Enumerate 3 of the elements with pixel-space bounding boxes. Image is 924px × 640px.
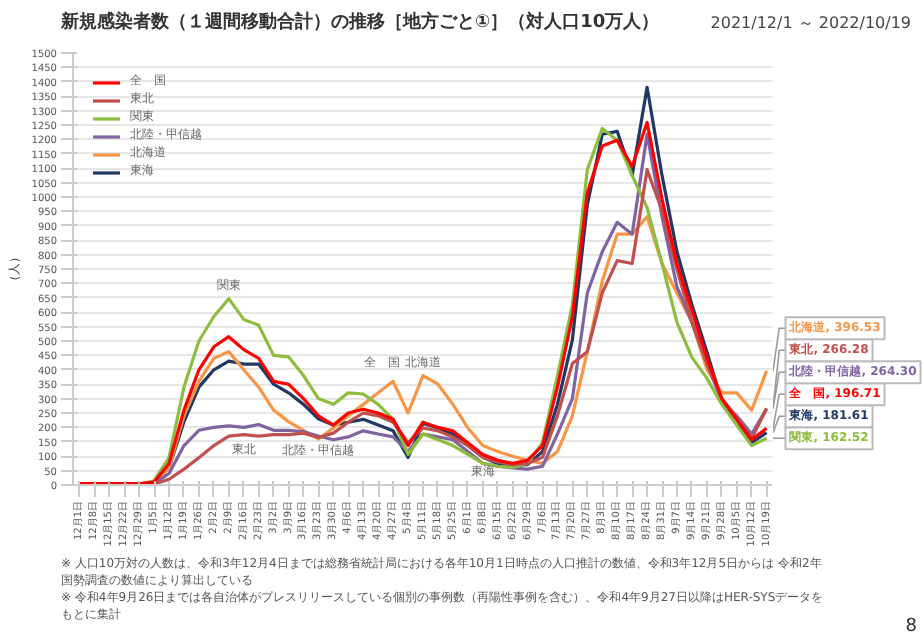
text: 8	[905, 617, 918, 637]
text: 2021/12/1 ～ 2022/10/19	[710, 14, 912, 32]
chart-title: 新規感染者数（１週間移動合計）の推移［地方ごと①］（対人口10万人）	[59, 11, 660, 33]
